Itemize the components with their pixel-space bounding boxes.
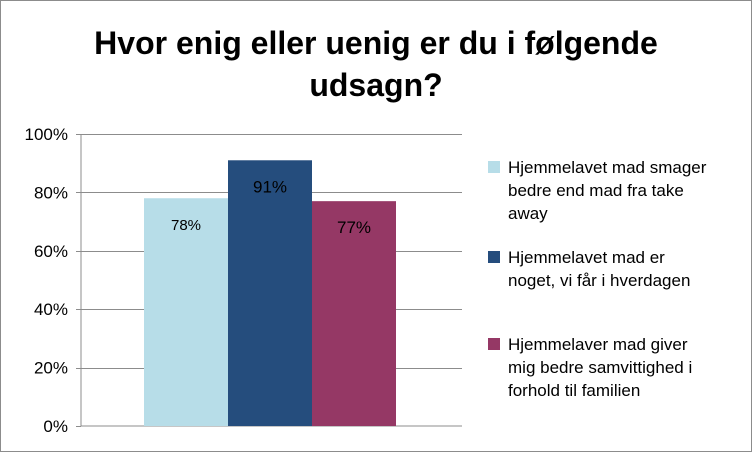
legend-item-3: Hjemmelaver mad giver mig bedre samvitti… [488,333,748,402]
legend-label-1-line-3: away [508,204,548,223]
y-tick-labels: 0% 20% 40% 60% 80% 100% [25,125,81,436]
y-tick-label-0: 0% [43,417,68,436]
legend-label-1: Hjemmelavet mad smager bedre end mad fra… [508,156,748,225]
bars [144,160,396,426]
legend-label-3-line-2: mig bedre samvittighed i [508,358,693,377]
legend-swatch-1 [488,161,500,173]
data-label-series-2: 91% [253,177,287,196]
y-tick-label-20: 20% [34,359,68,378]
bar-series-2 [228,160,312,426]
y-tick-label-60: 60% [34,242,68,261]
legend-label-3: Hjemmelaver mad giver mig bedre samvitti… [508,333,748,402]
legend-swatch-3 [488,338,500,350]
legend-label-1-line-2: bedre end mad fra take [508,181,684,200]
y-tick-label-100: 100% [25,125,68,144]
legend-label-3-line-1: Hjemmelaver mad giver [508,335,688,354]
chart-title: Hvor enig eller uenig er du i følgende u… [0,22,752,106]
legend-label-2-line-2: noget, vi får i hverdagen [508,271,691,290]
legend-label-1-line-1: Hjemmelavet mad smager [508,158,707,177]
bar-series-3 [312,201,396,426]
y-tick-label-40: 40% [34,300,68,319]
bar-series-1 [144,198,228,426]
y-tick-label-80: 80% [34,183,68,202]
legend-item-2: Hjemmelavet mad er noget, vi får i hverd… [488,246,748,292]
chart-title-line-1: Hvor enig eller uenig er du i følgende [94,25,658,61]
legend-swatch-2 [488,251,500,263]
legend-label-3-line-3: forhold til familien [508,381,641,400]
legend-label-2-line-1: Hjemmelavet mad er [508,248,665,267]
data-label-series-3: 77% [337,218,371,237]
chart-title-line-2: udsagn? [309,67,443,103]
legend-item-1: Hjemmelavet mad smager bedre end mad fra… [488,156,748,225]
data-label-series-1: 78% [171,217,201,234]
legend-label-2: Hjemmelavet mad er noget, vi får i hverd… [508,246,748,292]
data-labels: 78% 91% 77% [171,177,371,237]
